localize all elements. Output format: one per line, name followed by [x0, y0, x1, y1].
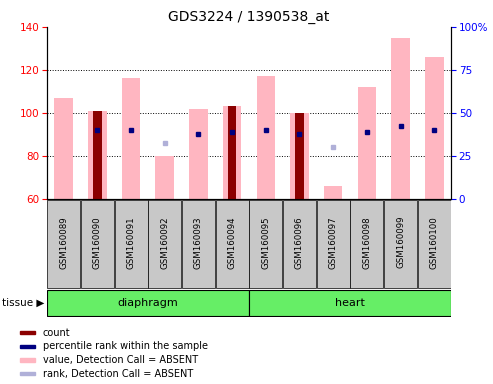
Text: GSM160091: GSM160091 — [127, 216, 136, 268]
Bar — [189, 109, 208, 199]
FancyBboxPatch shape — [249, 290, 451, 316]
FancyBboxPatch shape — [47, 200, 80, 288]
Bar — [295, 113, 304, 199]
Text: GSM160093: GSM160093 — [194, 216, 203, 268]
Text: GSM160092: GSM160092 — [160, 216, 169, 268]
Text: GSM160094: GSM160094 — [228, 216, 237, 268]
Bar — [256, 76, 275, 199]
FancyBboxPatch shape — [418, 200, 451, 288]
Bar — [122, 78, 141, 199]
FancyBboxPatch shape — [351, 200, 384, 288]
Text: count: count — [42, 328, 70, 338]
FancyBboxPatch shape — [215, 200, 248, 288]
Bar — [20, 331, 35, 334]
Text: percentile rank within the sample: percentile rank within the sample — [42, 341, 208, 351]
FancyBboxPatch shape — [283, 200, 316, 288]
FancyBboxPatch shape — [249, 200, 282, 288]
Bar — [54, 98, 73, 199]
Text: GSM160095: GSM160095 — [261, 216, 270, 268]
Title: GDS3224 / 1390538_at: GDS3224 / 1390538_at — [168, 10, 330, 25]
Bar — [20, 358, 35, 362]
FancyBboxPatch shape — [317, 200, 350, 288]
Bar — [391, 38, 410, 199]
Text: GSM160099: GSM160099 — [396, 216, 405, 268]
FancyBboxPatch shape — [81, 200, 114, 288]
Text: diaphragm: diaphragm — [117, 298, 178, 308]
Bar — [20, 372, 35, 375]
FancyBboxPatch shape — [182, 200, 215, 288]
Text: GSM160090: GSM160090 — [93, 216, 102, 268]
Text: GSM160096: GSM160096 — [295, 216, 304, 268]
Bar — [93, 111, 102, 199]
Bar — [357, 87, 376, 199]
Bar — [88, 111, 106, 199]
Bar — [20, 344, 35, 348]
Bar — [290, 113, 309, 199]
Bar — [155, 156, 174, 199]
FancyBboxPatch shape — [148, 200, 181, 288]
Bar — [228, 106, 236, 199]
Bar — [324, 186, 343, 199]
FancyBboxPatch shape — [114, 200, 147, 288]
Text: tissue ▶: tissue ▶ — [2, 298, 45, 308]
FancyBboxPatch shape — [47, 290, 248, 316]
Text: rank, Detection Call = ABSENT: rank, Detection Call = ABSENT — [42, 369, 193, 379]
Text: GSM160098: GSM160098 — [362, 216, 371, 268]
Text: GSM160089: GSM160089 — [59, 216, 68, 268]
FancyBboxPatch shape — [384, 200, 417, 288]
Text: GSM160097: GSM160097 — [329, 216, 338, 268]
Text: heart: heart — [335, 298, 365, 308]
Text: value, Detection Call = ABSENT: value, Detection Call = ABSENT — [42, 355, 198, 365]
Text: GSM160100: GSM160100 — [430, 216, 439, 268]
Bar — [223, 106, 242, 199]
Bar — [425, 57, 444, 199]
